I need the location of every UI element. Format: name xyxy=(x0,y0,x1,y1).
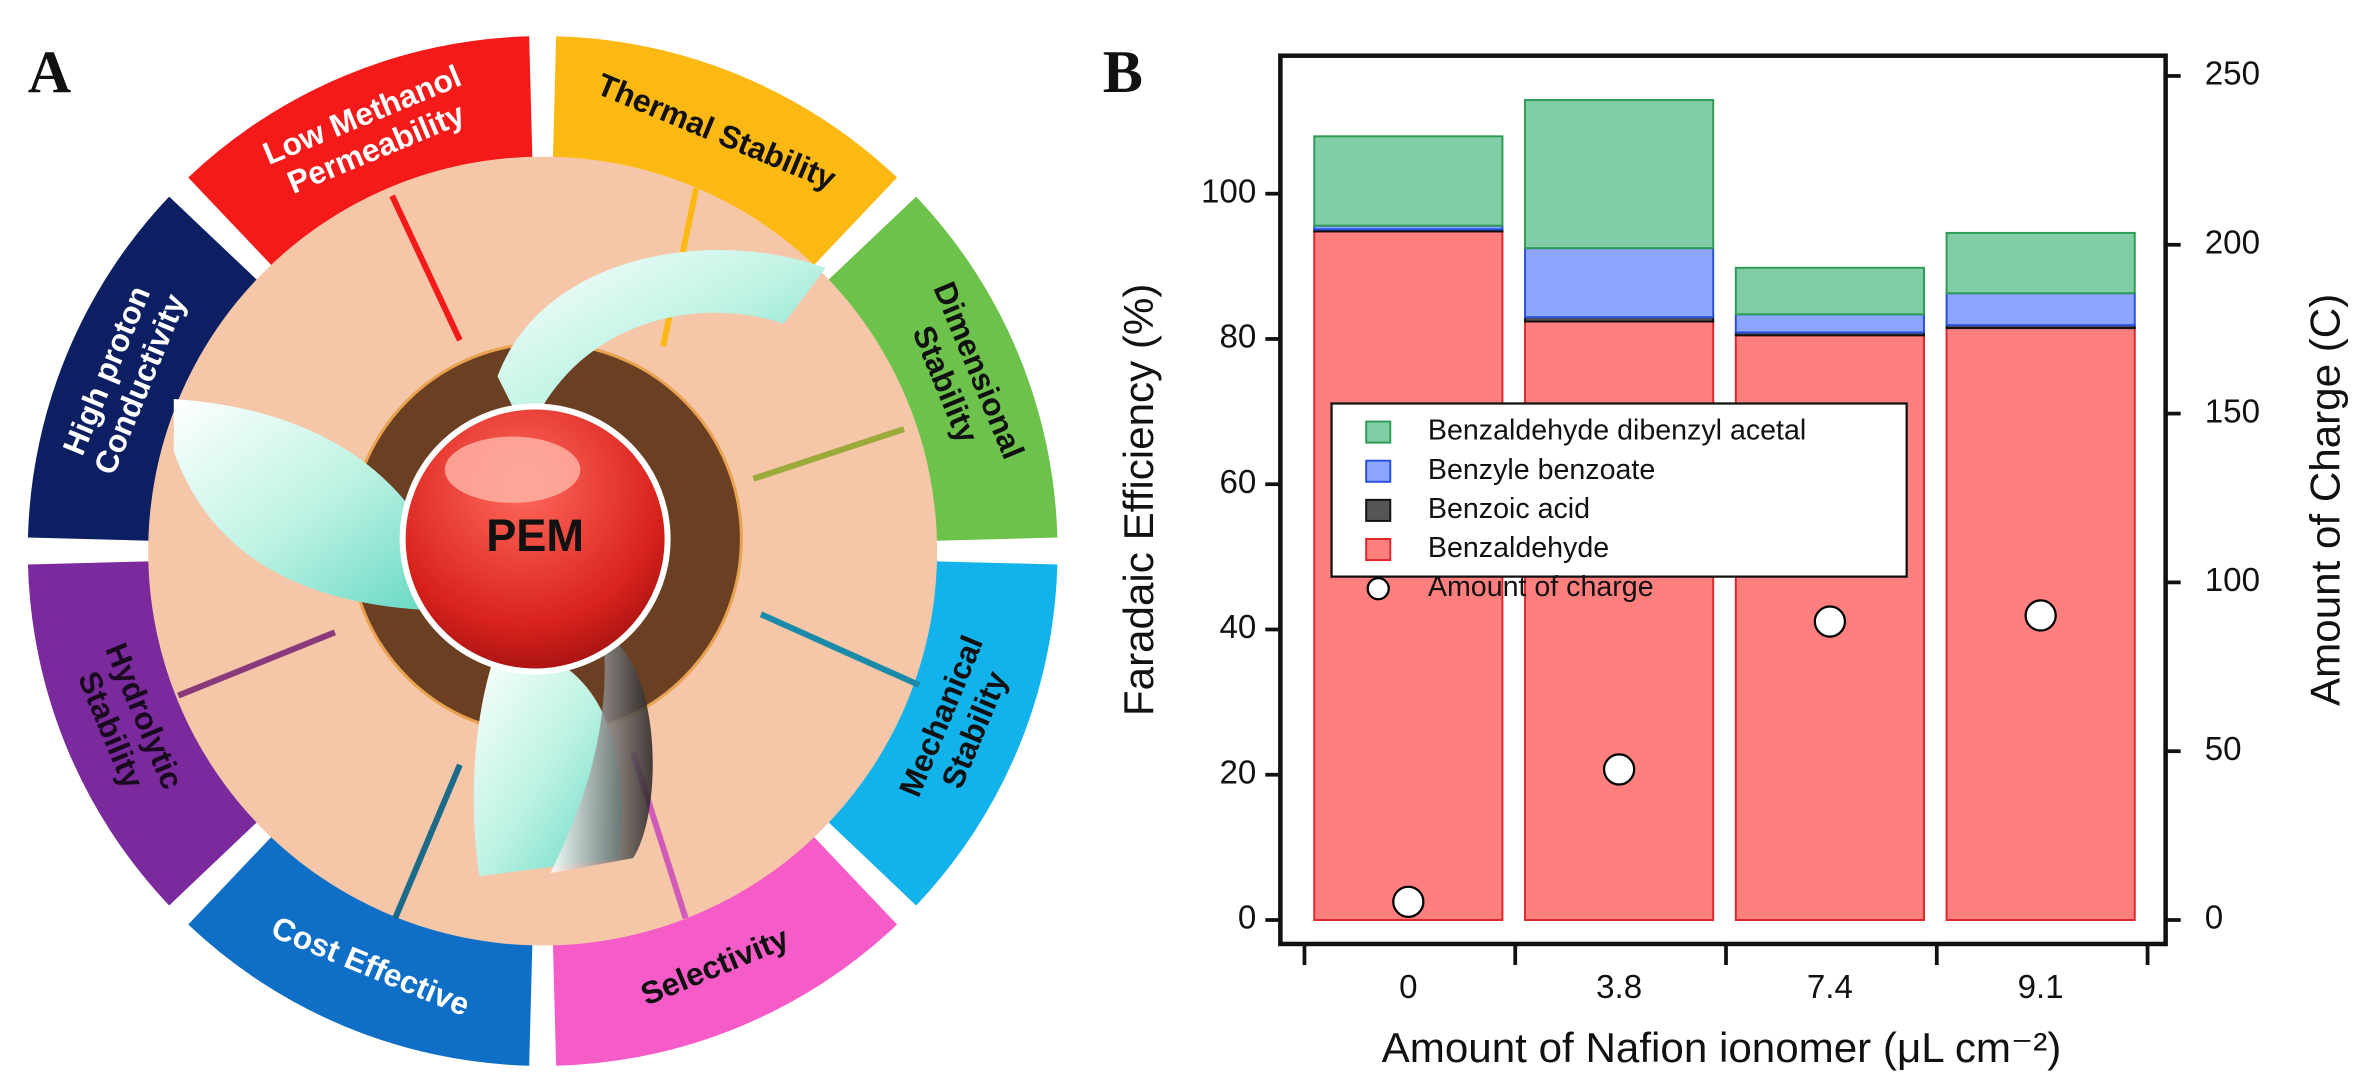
bar-segment xyxy=(1945,292,2136,327)
y2-tick-label: 200 xyxy=(2205,225,2260,262)
legend-swatch xyxy=(1365,420,1392,444)
legend-label: Benzaldehyde dibenzyl acetal xyxy=(1428,415,1806,447)
charge-point xyxy=(1813,605,1847,638)
spokes xyxy=(177,187,921,920)
legend-swatch xyxy=(1365,459,1392,483)
y-tick-label: 20 xyxy=(1219,754,1256,791)
ring-segment xyxy=(188,832,533,1066)
panel-a: A Thermal StabilityDimensionalStabilityM… xyxy=(27,36,1058,1066)
x-tick-label: 7.4 xyxy=(1807,969,1853,1006)
x-axis-title: Amount of Nafion ionomer (μL cm⁻²) xyxy=(1382,1024,2062,1071)
ring-segment xyxy=(552,36,898,270)
ring-segment xyxy=(552,832,898,1066)
bar-segment xyxy=(1734,266,1925,316)
bar-segment xyxy=(1734,313,1925,334)
bar-segment xyxy=(1313,135,1504,227)
panel-b: B 0 3.8 7.4 9.1 0 20 40 60 80 100 0 50 100 150 200 250 A… xyxy=(1103,39,2349,1071)
highlight xyxy=(444,436,581,503)
bar-segment xyxy=(1524,99,1715,250)
legend-marker xyxy=(1366,576,1390,601)
panel-label: A xyxy=(28,39,72,106)
y2-axis-title: Amount of Charge (C) xyxy=(2301,294,2348,706)
legend-swatch xyxy=(1365,498,1392,522)
plot-frame xyxy=(1278,53,2168,947)
y-tick-label: 0 xyxy=(1238,900,1256,937)
charge-point xyxy=(1602,753,1636,786)
y-tick-label: 60 xyxy=(1219,464,1256,501)
ring: Thermal StabilityDimensionalStabilityMec… xyxy=(27,36,1058,1066)
blade xyxy=(497,249,826,437)
center-label: PEM xyxy=(486,510,584,561)
y-tick-label: 80 xyxy=(1219,319,1256,356)
bar-segment xyxy=(1945,231,2136,295)
bar-segment xyxy=(1524,247,1715,319)
charge-point xyxy=(1392,885,1425,918)
legend-swatch xyxy=(1365,538,1392,562)
blade xyxy=(550,632,653,874)
y2-tick-label: 250 xyxy=(2205,56,2260,93)
ring-segment xyxy=(27,196,261,541)
y2-tick-label: 100 xyxy=(2205,562,2260,599)
x-tick-label: 0 xyxy=(1399,969,1417,1006)
y-tick-label: 40 xyxy=(1219,609,1256,646)
x-tick-label: 3.8 xyxy=(1596,969,1642,1006)
legend: Benzaldehyde dibenzyl acetal Benzyle benz… xyxy=(1330,402,1908,603)
charge-point xyxy=(2024,599,2057,632)
legend-label: Benzoic acid xyxy=(1428,493,1590,525)
y-tick-label: 100 xyxy=(1201,173,1256,210)
legend-label: Amount of charge xyxy=(1428,571,1654,603)
legend-label: Benzaldehyde xyxy=(1428,532,1609,564)
y2-tick-label: 150 xyxy=(2205,393,2260,430)
y-axis-title: Faradaic Efficiency (%) xyxy=(1115,284,1162,716)
x-tick-label: 9.1 xyxy=(2018,969,2064,1006)
legend-label: Benzyle benzoate xyxy=(1428,454,1655,486)
ring-segment xyxy=(824,196,1058,541)
legend-box xyxy=(1330,402,1908,578)
blade xyxy=(173,398,453,610)
y2-tick-label: 50 xyxy=(2205,731,2242,768)
ring-segment xyxy=(824,561,1058,906)
ring-segment xyxy=(188,36,533,270)
y2-tick-label: 0 xyxy=(2205,900,2223,937)
ring-segment xyxy=(27,561,261,906)
panel-label: B xyxy=(1103,39,1143,106)
